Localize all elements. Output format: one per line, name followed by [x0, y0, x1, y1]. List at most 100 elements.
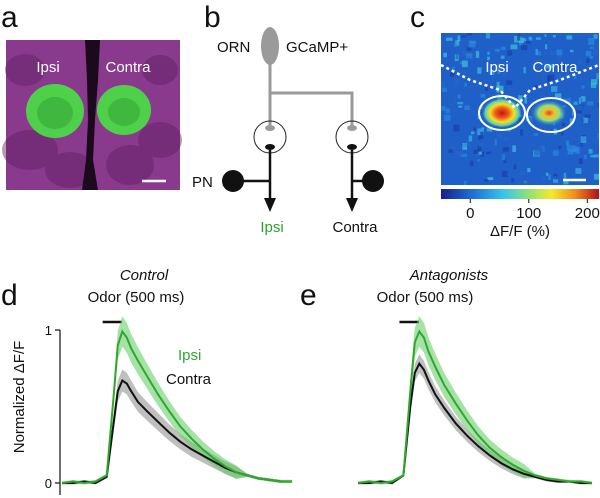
heatmap-pixel — [588, 38, 595, 45]
stimulus-label-e: Odor (500 ms) — [377, 289, 474, 306]
heatmap-pixel — [594, 173, 599, 180]
heatmap-pixel — [450, 145, 455, 151]
heatmap-pixel — [466, 47, 472, 52]
heatmap-pixel — [589, 55, 594, 59]
heatmap-pixel — [464, 105, 470, 111]
heatmap-pixel — [452, 66, 456, 72]
trace-ipsi-d — [61, 329, 292, 485]
heatmap-pixel — [483, 179, 489, 182]
y-tick-label-1: 1 — [45, 323, 52, 338]
heatmap-pixel — [579, 98, 583, 101]
heatmap-pixel — [496, 81, 500, 89]
heatmap-pixel — [561, 64, 565, 71]
ipsi-glomerulus — [26, 84, 84, 138]
heatmap-pixel — [480, 106, 483, 110]
heatmap-pixel — [574, 75, 577, 80]
panel-letter-d: d — [1, 279, 18, 312]
heatmap-pixel — [521, 183, 524, 185]
heatmap-pixel — [458, 105, 463, 108]
heatmap-pixel — [502, 147, 509, 152]
heatmap-pixel — [555, 74, 563, 79]
heatmap-pixel — [590, 79, 598, 85]
heatmap-pixel — [584, 154, 587, 160]
heatmap-pixel — [477, 159, 481, 162]
heatmap-pixel — [462, 51, 469, 58]
panel-letter-c: c — [410, 1, 425, 34]
heatmap-pixel — [569, 118, 574, 125]
heatmap-pixel — [577, 105, 584, 111]
heatmap-pixel — [533, 133, 539, 136]
heatmap-pixel — [590, 83, 597, 88]
heatmap-pixel — [489, 69, 495, 75]
heatmap-pixel — [480, 151, 484, 157]
heatmap-pixel — [572, 146, 579, 152]
heatmap-pixel — [497, 94, 503, 101]
heatmap-pixel — [558, 145, 562, 149]
heatmap-pixel — [487, 51, 490, 55]
heatmap-pixel — [497, 133, 502, 139]
heatmap-pixel — [553, 173, 558, 177]
heatmap-pixel — [576, 109, 583, 114]
heatmap-pixel — [456, 151, 464, 156]
heatmap-pixel — [473, 127, 476, 131]
heatmap-pixel — [462, 143, 468, 150]
heatmap-pixel — [590, 46, 594, 49]
heatmap-pixel — [461, 60, 468, 68]
panel-a: a Ipsi Contra — [1, 1, 182, 190]
legend-contra-d: Contra — [166, 371, 212, 388]
heatmap-pixel — [496, 85, 504, 92]
heatmap-pixel — [586, 58, 590, 64]
heatmap-pixel — [519, 40, 523, 46]
heatmap-pixel — [580, 136, 587, 143]
heatmap-pixel — [455, 40, 460, 46]
orn-terminal-contra — [347, 125, 357, 131]
heatmap-pixel — [584, 114, 591, 118]
stimulus-label-d: Odor (500 ms) — [88, 289, 185, 306]
heatmap-pixel — [494, 48, 501, 52]
heatmap-pixel — [548, 74, 555, 81]
legend-ipsi-d: Ipsi — [178, 347, 201, 364]
hotspot-ipsi — [482, 98, 522, 128]
heatmap-pixel — [552, 35, 556, 38]
heatmap-pixel — [478, 135, 481, 140]
heatmap-pixel — [506, 80, 513, 85]
heatmap-pixel — [534, 149, 540, 156]
heatmap-pixel — [534, 85, 540, 88]
panel-letter-e: e — [300, 279, 317, 312]
heatmap-pixel — [587, 101, 594, 106]
heatmap-pixel — [502, 70, 506, 78]
heatmap-pixel — [565, 98, 571, 105]
plot-d: 1 0 — [45, 316, 292, 495]
pn-axons — [242, 150, 370, 200]
heatmap-pixel — [579, 58, 582, 65]
heatmap-pixel — [443, 52, 447, 58]
condition-title-e: Antagonists — [409, 267, 489, 284]
label-pn: PN — [192, 174, 213, 191]
heatmap-pixel — [538, 146, 544, 152]
heatmap-pixel — [585, 115, 593, 122]
heatmap-pixel — [502, 170, 508, 178]
heatmap-pixel — [535, 49, 538, 56]
sem-band-ipsi-d — [62, 316, 292, 485]
heatmap-pixel — [546, 64, 554, 69]
heatmap-pixel — [550, 86, 558, 92]
heatmap-pixel — [565, 140, 570, 146]
heatmap-pixel — [563, 180, 569, 185]
heatmap-pixel — [568, 145, 576, 153]
sem-band-contra-e — [358, 354, 592, 485]
heatmap-noise — [441, 33, 599, 185]
heatmap-pixel — [485, 151, 492, 155]
heatmap-pixel — [469, 40, 477, 44]
heatmap-pixel — [566, 144, 569, 151]
heatmap-pixel — [522, 38, 527, 42]
heatmap-pixel — [535, 99, 540, 105]
heatmap-pixel — [460, 153, 468, 157]
label-ipsi-b: Ipsi — [260, 219, 283, 236]
heatmap-pixel — [544, 34, 547, 38]
heatmap-pixel — [507, 50, 513, 56]
heatmap-pixel — [457, 94, 461, 99]
heatmap-pixel — [463, 147, 467, 150]
heatmap-pixel — [477, 145, 482, 153]
panel-letter-b: b — [204, 1, 221, 34]
pn-soma-ipsi — [222, 170, 244, 192]
